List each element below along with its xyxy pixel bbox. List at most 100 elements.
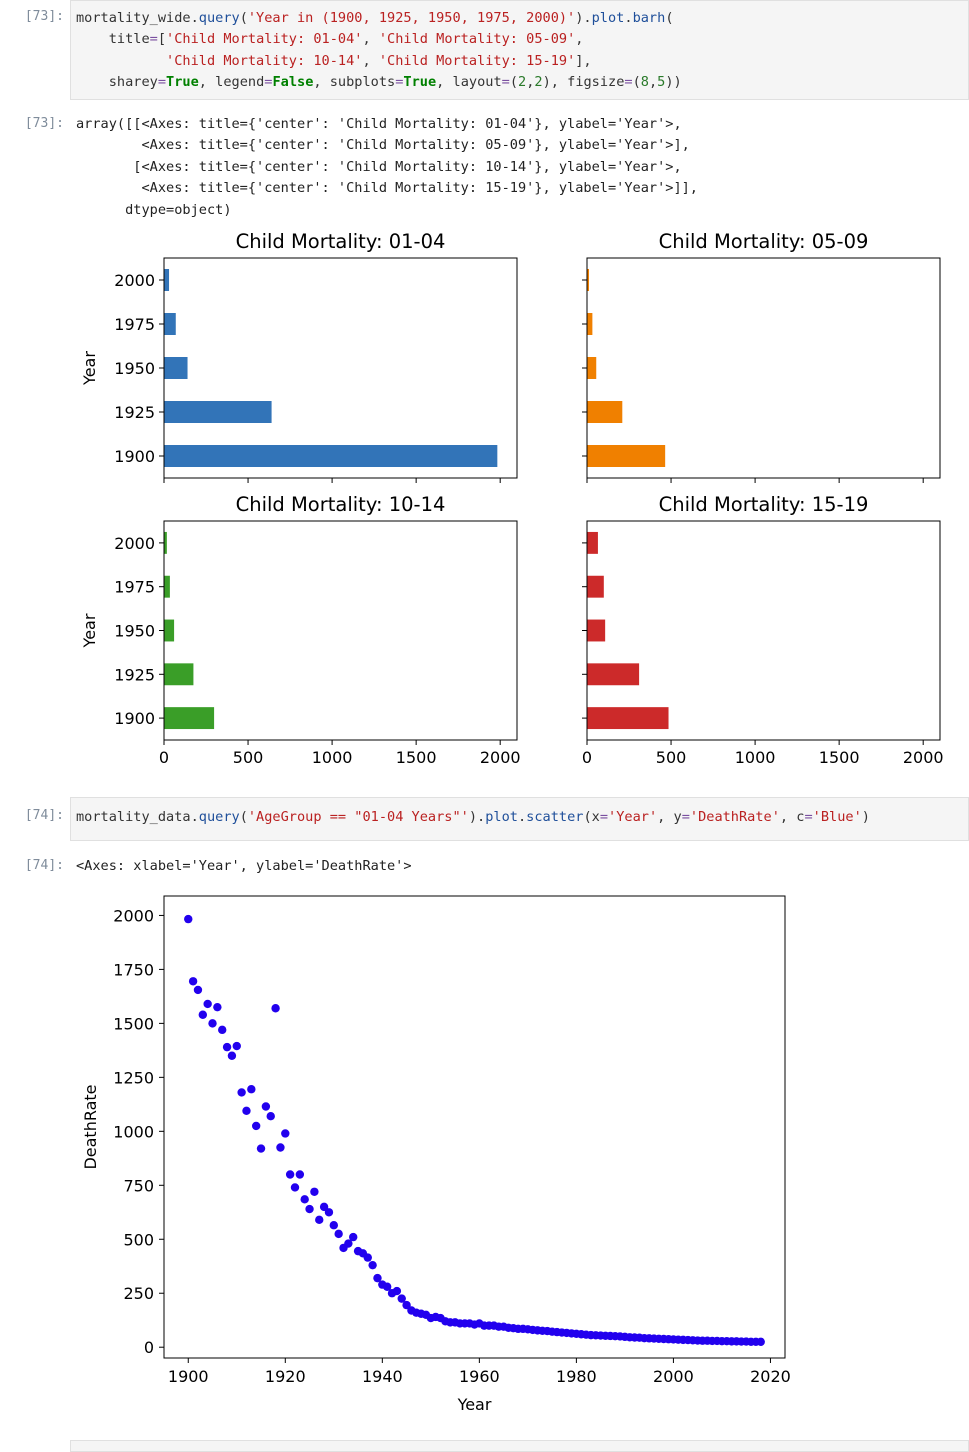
x-tick-label: 1940 [362,1367,403,1386]
bar [587,531,598,554]
bar [164,401,272,423]
bar [587,269,590,291]
cell-74-output-text: <Axes: xlabel='Year', ylabel='DeathRate'… [76,856,412,877]
cell-74-code-editor[interactable]: mortality_data.query('AgeGroup == "01-04… [70,797,969,841]
axes-frame [163,520,518,741]
scatter-point [315,1215,324,1225]
scatter-point [193,985,203,995]
x-tick-label: 2020 [750,1367,791,1386]
output-line: <Axes: xlabel='Year', ylabel='DeathRate'… [76,858,412,874]
y-tick-label: 1925 [114,665,155,684]
code-line: mortality_wide.query('Year in (1900, 192… [76,10,674,26]
cell-73-output-prompt: [73]: [24,116,64,131]
cell-73-code-editor[interactable]: mortality_wide.query('Year in (1900, 192… [70,0,969,100]
code-line: mortality_data.query('AgeGroup == "01-04… [76,809,870,825]
scatter-point [208,1019,217,1028]
scatter-point [382,1282,392,1291]
scatter-point [222,1042,232,1052]
x-tick-label: 2000 [903,748,944,767]
y-tick-label: 2000 [114,271,155,290]
output-line: <Axes: title={'center': 'Child Mortality… [76,137,690,154]
scatter-point [285,1170,295,1179]
axes-frame [586,257,941,479]
bar [587,575,604,598]
scatter-point [251,1121,261,1131]
y-tick-label: 1900 [114,447,155,466]
bar-subplots-figure: 1900 1925 1950 1975 2000 Child Mortality: 01-… [80,230,944,767]
bar [587,663,640,686]
y-tick-label: 1750 [113,960,154,979]
scatter-point [237,1088,246,1097]
cell-74-output-prompt: [74]: [24,858,64,873]
x-tick-label: 2000 [653,1367,694,1386]
bar [587,313,593,335]
y-tick-label: 750 [123,1176,154,1195]
scatter-point [227,1051,237,1060]
scatter-point [290,1183,300,1192]
scatter-point [276,1143,285,1152]
scatter-point [300,1195,309,1204]
x-tick-label: 1960 [459,1367,500,1386]
bar [587,401,623,423]
x-tick-label: 1900 [168,1367,209,1386]
scatter-point [319,1202,329,1212]
scatter-point [363,1253,372,1262]
y-axis-label: Year [80,613,99,648]
scatter-point [271,1004,280,1013]
x-tick-label: 500 [233,748,264,767]
y-tick-label: 1250 [113,1068,154,1087]
axes-frame [163,257,518,479]
bar [587,707,669,730]
code-line: title=['Child Mortality: 01-04', 'Child … [76,31,584,48]
y-tick-label: 1975 [114,578,155,597]
scatter-point [373,1273,382,1283]
cell-73-input-prompt: [73]: [24,9,64,24]
cell-74-code: mortality_data.query('AgeGroup == "01-04… [71,798,968,828]
x-tick-label: 1500 [819,748,860,767]
scatter-point [188,977,198,986]
plot-background [164,896,785,1358]
y-tick-label: 0 [144,1338,154,1357]
x-tick-label: 1980 [556,1367,597,1386]
scatter-figure: 1900 1920 1940 1960 1980 2000 2020 0 250 500 750 10… [81,895,791,1414]
scatter-point [295,1170,305,1179]
bar [164,531,167,554]
scatter-point [218,1025,227,1035]
bar-subplot-1: 1900 1925 1950 1975 2000 Child Mortality: 01-… [80,230,518,483]
y-tick-label: 1000 [113,1122,154,1141]
bar [164,269,170,291]
y-tick-label: 500 [123,1230,154,1249]
scatter-point [329,1221,339,1230]
bar [164,313,176,335]
y-axis-label: DeathRate [81,1084,100,1169]
bar-subplot-3: 1900 1925 1950 1975 2000 0 500 1000 1500 2000 Chil… [80,493,521,767]
bar [164,357,188,379]
y-tick-label: 250 [123,1284,154,1303]
bar [164,707,215,730]
output-line: <Axes: title={'center': 'Child Mortality… [76,180,698,197]
axes-frame [586,520,941,741]
subplot-title: Child Mortality: 05-09 [659,230,869,253]
scatter-point [310,1187,319,1196]
bar-subplot-4: 0 500 1000 1500 2000 Child Mortality: 15-19 [582,493,944,767]
scatter-point [256,1144,266,1153]
scatter-point [402,1300,411,1310]
axes-frame [163,895,786,1359]
bar [587,445,666,467]
scatter-point [232,1041,241,1051]
subplot-title: Child Mortality: 10-14 [236,493,446,516]
code-line: sharey=True, legend=False, subplots=True… [76,74,682,91]
subplot-title: Child Mortality: 01-04 [236,230,446,253]
y-tick-label: 1975 [114,315,155,334]
bar [587,357,597,379]
x-tick-label: 500 [656,748,687,767]
next-cell-placeholder[interactable] [70,1440,969,1452]
bar [164,619,175,642]
y-tick-label: 1925 [114,403,155,422]
scatter-point [242,1106,251,1116]
scatter-point [349,1232,358,1242]
scatter-point [261,1102,271,1111]
y-tick-label: 1900 [114,709,155,728]
bar [164,663,194,686]
x-tick-label: 0 [582,748,592,767]
